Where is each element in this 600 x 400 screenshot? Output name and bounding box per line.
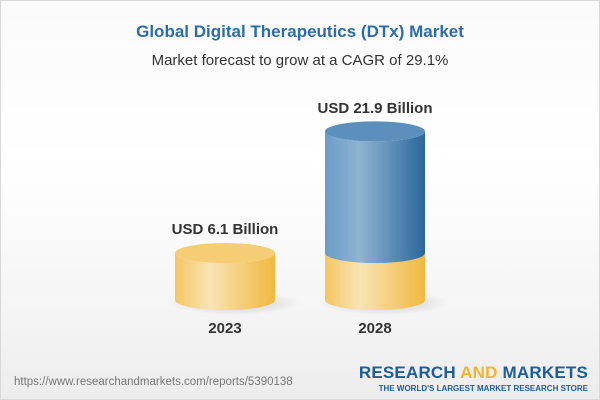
logo-text-markets: MARKETS [497,363,588,382]
data-label-2023: USD 6.1 Billion [172,221,279,238]
chart-subtitle: Market forecast to grow at a CAGR of 29.… [151,52,449,69]
bar-growth-2028-top [325,121,425,142]
source-url[interactable]: https://www.researchandmarkets.com/repor… [14,376,293,388]
brand-logo: RESEARCH AND MARKETS THE WORLD'S LARGEST… [359,363,588,393]
chart-title: Global Digital Therapeutics (DTx) Market [136,22,464,41]
bar-growth-2028-body [325,131,425,264]
bar-base-2028-body [325,253,425,310]
data-label-2028: USD 21.9 Billion [317,100,432,117]
category-label-2023: 2023 [208,320,241,337]
logo-text-and: AND [460,363,498,382]
bar-base-2023-top [175,243,275,264]
logo-text: RESEARCH [358,363,461,382]
category-label-2028: 2028 [358,320,391,337]
logo-tagline: THE WORLD'S LARGEST MARKET RESEARCH STOR… [378,384,588,393]
bar-base-2023-body [175,253,275,310]
